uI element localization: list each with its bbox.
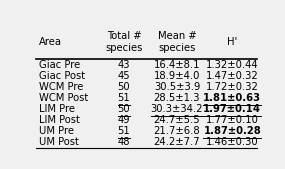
Text: Mean #
species: Mean # species bbox=[158, 31, 196, 53]
Text: 1.87±0.28: 1.87±0.28 bbox=[203, 126, 261, 136]
Text: 43: 43 bbox=[118, 60, 130, 70]
Text: 49: 49 bbox=[118, 115, 130, 125]
Text: Total #
species: Total # species bbox=[105, 31, 143, 53]
Text: Giac Post: Giac Post bbox=[39, 71, 85, 81]
Text: 50: 50 bbox=[118, 104, 130, 114]
Text: LIM Pre: LIM Pre bbox=[39, 104, 75, 114]
Text: 1.97±0.14: 1.97±0.14 bbox=[203, 104, 261, 114]
Text: 1.32±0.44: 1.32±0.44 bbox=[206, 60, 258, 70]
Text: 30.5±3.9: 30.5±3.9 bbox=[154, 82, 200, 92]
Text: WCM Pre: WCM Pre bbox=[39, 82, 83, 92]
Text: Giac Pre: Giac Pre bbox=[39, 60, 80, 70]
Text: 50: 50 bbox=[118, 82, 130, 92]
Text: 1.47±0.32: 1.47±0.32 bbox=[206, 71, 258, 81]
Text: H': H' bbox=[227, 37, 237, 47]
Text: WCM Post: WCM Post bbox=[39, 93, 88, 103]
Text: 1.46±0.30: 1.46±0.30 bbox=[206, 137, 258, 147]
Text: 1.72±0.32: 1.72±0.32 bbox=[206, 82, 259, 92]
Text: 51: 51 bbox=[118, 126, 130, 136]
Text: 1.81±0.63: 1.81±0.63 bbox=[203, 93, 261, 103]
Text: Area: Area bbox=[39, 37, 62, 47]
Text: LIM Post: LIM Post bbox=[39, 115, 80, 125]
Text: 16.4±8.1: 16.4±8.1 bbox=[154, 60, 200, 70]
Text: UM Pre: UM Pre bbox=[39, 126, 74, 136]
Text: 30.3±34.2: 30.3±34.2 bbox=[151, 104, 203, 114]
Text: 48: 48 bbox=[118, 137, 130, 147]
Text: 51: 51 bbox=[118, 93, 130, 103]
Text: 1.77±0.10: 1.77±0.10 bbox=[206, 115, 259, 125]
Text: 21.7±6.8: 21.7±6.8 bbox=[154, 126, 200, 136]
Text: 24.2±7.7: 24.2±7.7 bbox=[154, 137, 200, 147]
Text: 24.7±5.5: 24.7±5.5 bbox=[154, 115, 200, 125]
Text: UM Post: UM Post bbox=[39, 137, 79, 147]
Text: 28.5±1.3: 28.5±1.3 bbox=[154, 93, 200, 103]
Text: 45: 45 bbox=[118, 71, 130, 81]
Text: 18.9±4.0: 18.9±4.0 bbox=[154, 71, 200, 81]
